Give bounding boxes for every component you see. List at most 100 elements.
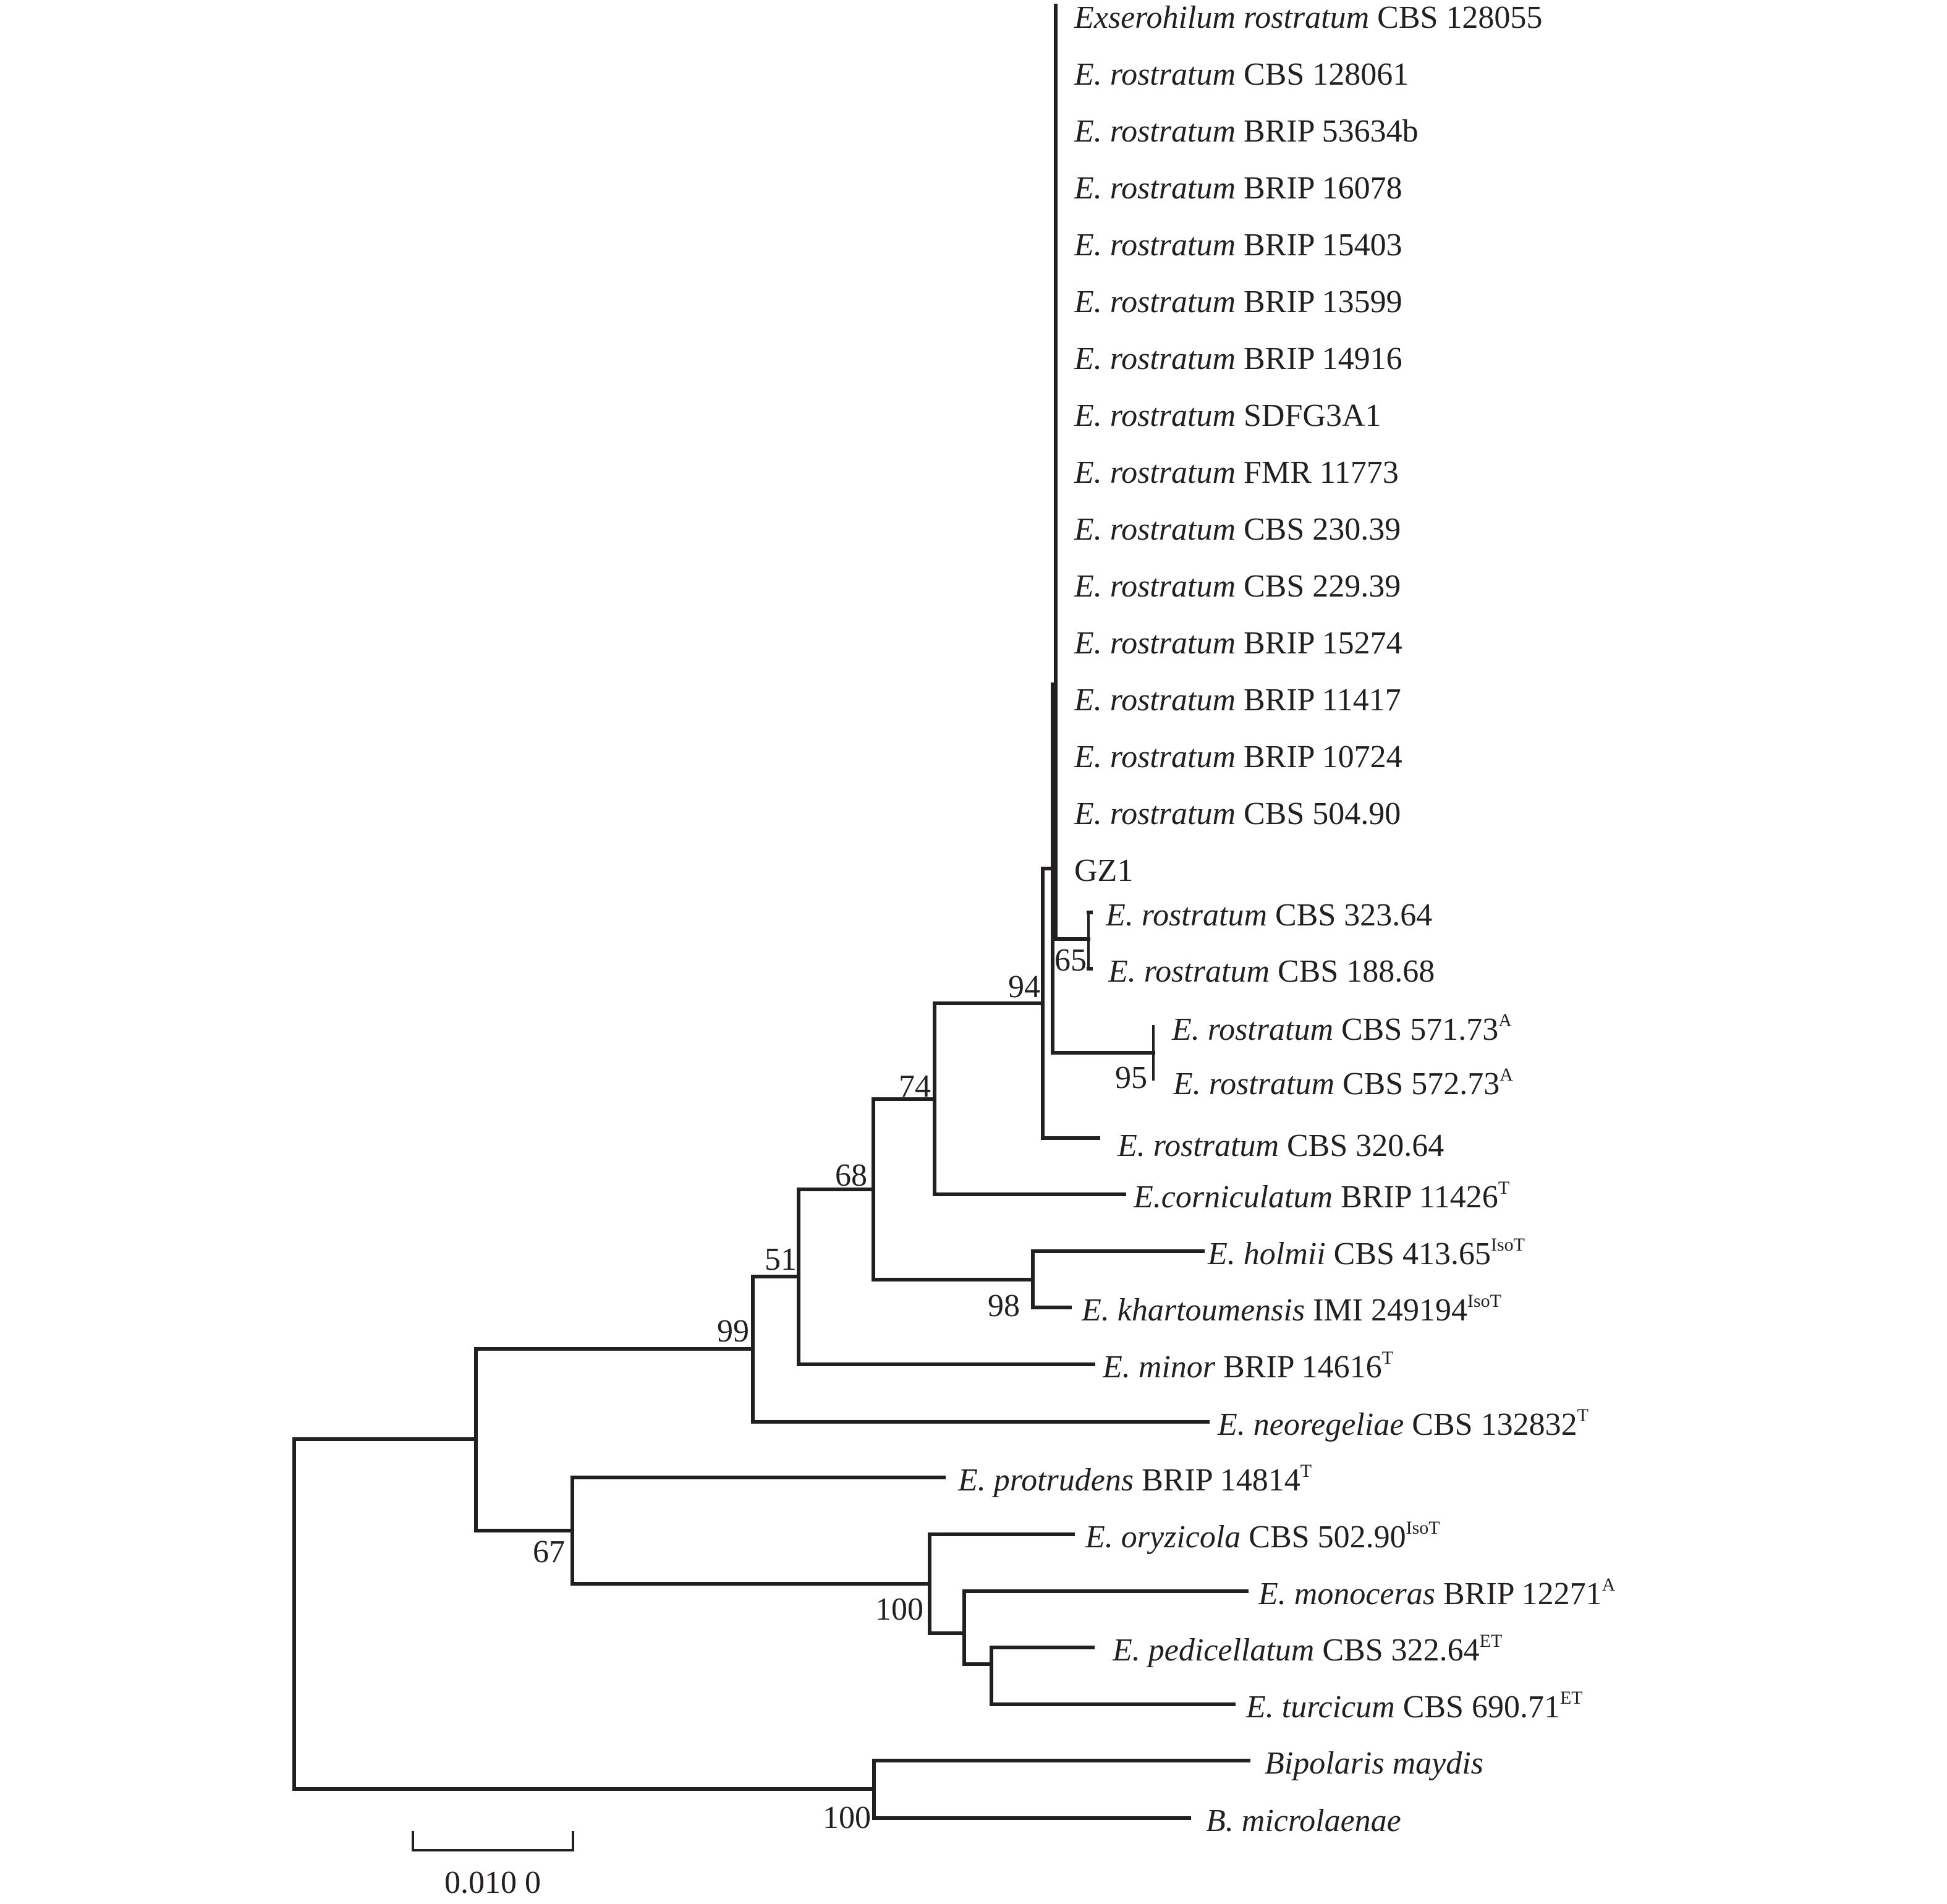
tip-label: E. rostratum BRIP 11417 <box>1074 682 1401 718</box>
strain-id: CBS 128055 <box>1369 0 1542 35</box>
strain-id: BRIP 12271 <box>1435 1576 1602 1612</box>
taxon-name: E. rostratum <box>1074 57 1236 92</box>
type-status-superscript: A <box>1498 1010 1512 1031</box>
strain-id: IMI 249194 <box>1305 1293 1467 1328</box>
strain-id: SDFG3A1 <box>1236 398 1381 433</box>
type-status-superscript: ET <box>1480 1631 1503 1651</box>
tip-label: E. holmii CBS 413.65IsoT <box>1207 1235 1525 1272</box>
tip-label: B. microlaenae <box>1206 1803 1401 1838</box>
type-status-superscript: ET <box>1560 1688 1583 1708</box>
strain-id: CBS 413.65 <box>1326 1236 1491 1272</box>
taxon-name: E. protrudens <box>957 1463 1134 1498</box>
taxon-name: E. holmii <box>1207 1236 1326 1272</box>
strain-id: CBS 229.39 <box>1236 569 1401 604</box>
tip-label: E. protrudens BRIP 14814T <box>957 1461 1312 1498</box>
tip-label: E. turcicum CBS 690.71ET <box>1245 1688 1583 1725</box>
taxon-name: E. neoregeliae <box>1217 1407 1404 1442</box>
tip-label: E. rostratum BRIP 13599 <box>1074 284 1402 320</box>
taxon-name: E. pedicellatum <box>1112 1633 1314 1668</box>
tip-label: E. rostratum CBS 571.73A <box>1171 1010 1512 1047</box>
tip-label: E. rostratum BRIP 53634b <box>1074 114 1419 149</box>
taxon-name: E. khartoumensis <box>1081 1293 1305 1328</box>
taxon-name: E. rostratum <box>1074 171 1236 206</box>
tip-label: Exserohilum rostratum CBS 128055 <box>1074 0 1542 35</box>
taxon-name: E.corniculatum <box>1133 1179 1333 1215</box>
tip-label: E. monoceras BRIP 12271A <box>1258 1575 1616 1612</box>
tip-label: E. minor BRIP 14616T <box>1102 1348 1393 1385</box>
tip-label: E. rostratum CBS 504.90 <box>1074 796 1401 831</box>
type-status-superscript: A <box>1499 1065 1513 1085</box>
tip-label: E. rostratum CBS 128061 <box>1074 57 1409 92</box>
strain-id: CBS 571.73 <box>1333 1012 1498 1047</box>
tip-label: E. rostratum BRIP 16078 <box>1074 171 1402 206</box>
taxon-name: E. rostratum <box>1074 682 1236 718</box>
type-status-superscript: T <box>1382 1348 1393 1368</box>
bootstrap-value: 95 <box>1115 1060 1147 1095</box>
bootstrap-value: 98 <box>988 1288 1020 1324</box>
tip-labels: Exserohilum rostratum CBS 128055 E. rostr… <box>957 0 1616 1838</box>
strain-id: FMR 11773 <box>1236 455 1399 490</box>
tip-label: E. rostratum CBS 188.68 <box>1108 954 1435 989</box>
scale-bar-label: 0.010 0 <box>444 1865 541 1900</box>
taxon-name: E. rostratum <box>1108 954 1270 989</box>
taxon-name: Bipolaris maydis <box>1265 1746 1483 1781</box>
tip-label: E. rostratum CBS 320.64 <box>1117 1128 1444 1163</box>
strain-id: CBS 323.64 <box>1267 898 1432 933</box>
bootstrap-value: 67 <box>533 1534 565 1570</box>
bootstrap-value: 51 <box>765 1242 797 1277</box>
taxon-name: E. rostratum <box>1105 898 1267 933</box>
type-status-superscript: A <box>1602 1575 1616 1595</box>
strain-id: CBS 132832 <box>1404 1407 1577 1442</box>
taxon-name: E. rostratum <box>1074 569 1236 604</box>
tip-label: E. rostratum SDFG3A1 <box>1074 398 1381 433</box>
tip-label: E. rostratum CBS 229.39 <box>1074 569 1401 604</box>
strain-id: BRIP 10724 <box>1236 739 1402 775</box>
tree-branches <box>292 4 1250 1820</box>
strain-id: BRIP 11426 <box>1333 1179 1498 1215</box>
strain-id: BRIP 14616 <box>1215 1349 1382 1385</box>
bootstrap-value: 68 <box>835 1158 867 1193</box>
bootstrap-value: 99 <box>717 1314 749 1349</box>
type-status-superscript: T <box>1300 1461 1312 1481</box>
tip-label: E. rostratum CBS 323.64 <box>1105 898 1432 933</box>
taxon-name: E. monoceras <box>1258 1576 1435 1612</box>
taxon-name: Exserohilum rostratum <box>1074 0 1369 35</box>
strain-id: GZ1 <box>1074 853 1133 888</box>
bootstrap-value: 100 <box>823 1800 871 1835</box>
taxon-name: E. rostratum <box>1074 626 1236 661</box>
strain-id: BRIP 16078 <box>1236 171 1402 206</box>
strain-id: CBS 128061 <box>1236 57 1409 92</box>
strain-id: CBS 690.71 <box>1395 1689 1560 1725</box>
type-status-superscript: T <box>1577 1405 1589 1426</box>
tip-label: E. pedicellatum CBS 322.64ET <box>1112 1631 1502 1668</box>
strain-id: CBS 230.39 <box>1236 512 1401 547</box>
taxon-name: E. rostratum <box>1074 227 1236 263</box>
taxon-name: E. rostratum <box>1074 284 1236 320</box>
strain-id: BRIP 15403 <box>1236 227 1402 263</box>
scale-bar-line <box>412 1831 574 1851</box>
strain-id: CBS 320.64 <box>1279 1128 1444 1163</box>
strain-id: CBS 572.73 <box>1334 1066 1499 1102</box>
taxon-name: E. rostratum <box>1173 1066 1334 1102</box>
taxon-name: E. rostratum <box>1074 512 1236 547</box>
taxon-name: E. rostratum <box>1074 398 1236 433</box>
tip-label: E. rostratum CBS 572.73A <box>1173 1065 1513 1102</box>
tip-label: E.corniculatum BRIP 11426T <box>1133 1178 1509 1215</box>
bootstrap-value: 94 <box>1008 969 1040 1005</box>
taxon-name: B. microlaenae <box>1206 1803 1401 1838</box>
tip-label: E. khartoumensis IMI 249194IsoT <box>1081 1291 1501 1328</box>
strain-id: CBS 502.90 <box>1241 1519 1406 1555</box>
tip-label: GZ1 <box>1074 853 1133 888</box>
taxon-name: E. rostratum <box>1074 114 1236 149</box>
strain-id: BRIP 14916 <box>1236 341 1402 376</box>
strain-id: BRIP 11417 <box>1236 682 1401 718</box>
taxon-name: E. rostratum <box>1074 739 1236 775</box>
taxon-name: E. rostratum <box>1074 341 1236 376</box>
strain-id: CBS 188.68 <box>1270 954 1435 989</box>
strain-id: BRIP 14814 <box>1134 1463 1300 1498</box>
tip-label: E. rostratum FMR 11773 <box>1074 455 1399 490</box>
strain-id: CBS 504.90 <box>1236 796 1401 831</box>
taxon-name: E. turcicum <box>1245 1689 1395 1725</box>
